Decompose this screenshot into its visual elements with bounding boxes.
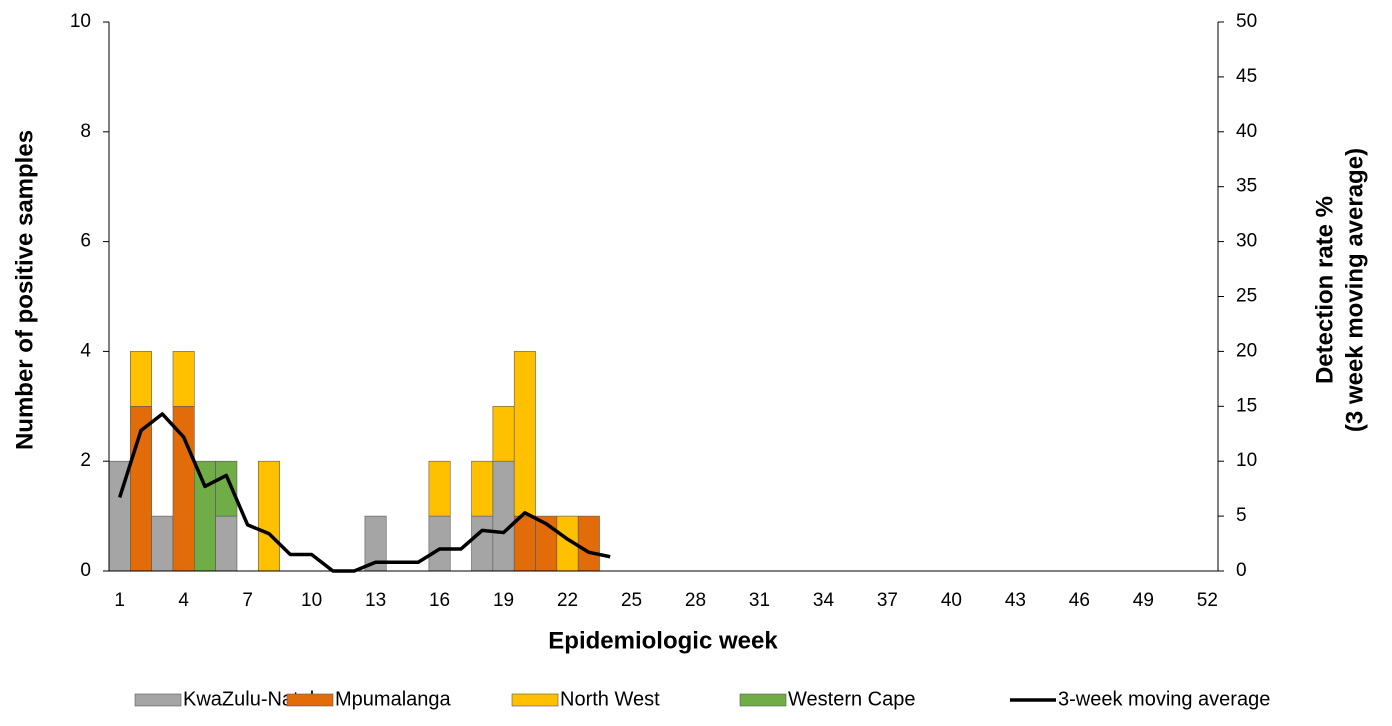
x-tick-label: 10 (301, 590, 322, 611)
x-tick-label: 16 (429, 590, 450, 611)
bar (471, 460, 494, 517)
bar (513, 351, 536, 517)
y-tick-label: 10 (70, 11, 91, 32)
y2-tick-label: 5 (1236, 505, 1247, 526)
y-tick-label: 0 (80, 560, 91, 581)
y-tick-label: 2 (80, 450, 91, 471)
x-tick-label: 13 (365, 590, 386, 611)
bar (257, 460, 280, 572)
bar (492, 405, 515, 462)
y2-axis-title: (3 week moving average) (1341, 148, 1368, 432)
bar (215, 515, 238, 572)
bar (513, 515, 536, 572)
x-tick-label: 37 (877, 590, 898, 611)
x-tick-label: 1 (114, 590, 125, 611)
y2-tick-label: 0 (1236, 560, 1247, 581)
x-tick-label: 7 (242, 590, 253, 611)
bar (428, 515, 451, 572)
legend-label: 3-week moving average (1058, 688, 1270, 710)
bar (194, 460, 216, 572)
y-tick-label: 8 (80, 121, 91, 142)
x-tick-label: 34 (813, 590, 835, 611)
y2-tick-label: 50 (1236, 11, 1257, 32)
legend-swatch (286, 693, 334, 707)
y-tick-label: 6 (80, 231, 91, 252)
y2-tick-label: 45 (1236, 66, 1257, 87)
moving-average-line (117, 412, 611, 573)
x-tick-label: 25 (621, 590, 642, 611)
legend-label: Mpumalanga (335, 688, 452, 710)
legend-label: KwaZulu-Natal (183, 688, 314, 710)
bar (215, 460, 238, 517)
legend-swatch (739, 693, 787, 707)
legend-swatch (511, 693, 559, 707)
bar (471, 515, 494, 572)
x-tick-label: 49 (1133, 590, 1154, 611)
x-axis-title: Epidemiologic week (548, 627, 778, 654)
y2-tick-label: 30 (1236, 231, 1257, 252)
legend-label: North West (560, 688, 660, 710)
y2-tick-label: 15 (1236, 395, 1257, 416)
y2-tick-label: 20 (1236, 340, 1257, 361)
legend-swatch (134, 693, 182, 707)
legend-label: Western Cape (788, 688, 915, 710)
x-tick-label: 4 (178, 590, 189, 611)
bar (130, 351, 152, 407)
bar (577, 515, 600, 572)
bar (428, 460, 451, 517)
x-tick-label: 31 (749, 590, 770, 611)
bar (172, 351, 195, 407)
x-tick-label: 40 (941, 590, 962, 611)
x-tick-label: 43 (1005, 590, 1026, 611)
bar (492, 460, 515, 572)
y-axis-title: Number of positive samples (11, 130, 38, 450)
y-tick-label: 4 (80, 340, 91, 361)
x-tick-label: 19 (493, 590, 514, 611)
y2-tick-label: 35 (1236, 176, 1257, 197)
x-tick-label: 28 (685, 590, 706, 611)
x-tick-label: 22 (557, 590, 578, 611)
y2-tick-label: 25 (1236, 286, 1257, 307)
y2-tick-label: 10 (1236, 450, 1257, 471)
y2-axis-title: Detection rate % (1311, 196, 1338, 384)
x-tick-label: 52 (1197, 590, 1218, 611)
y2-tick-label: 40 (1236, 121, 1257, 142)
bar (151, 515, 174, 572)
x-tick-label: 46 (1069, 590, 1090, 611)
